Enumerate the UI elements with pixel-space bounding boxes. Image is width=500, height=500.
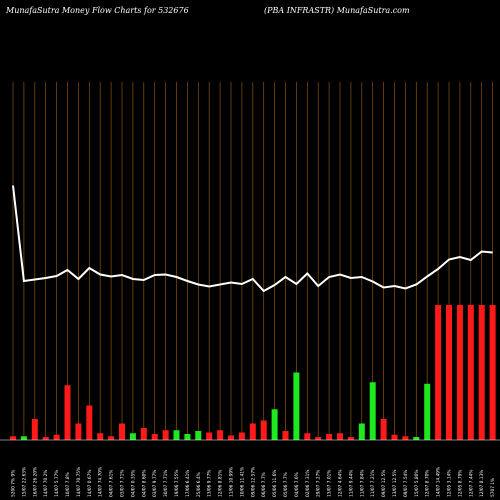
x-tick-label: 15/07 5.80%: [414, 470, 420, 497]
money-flow-bar: [31, 419, 38, 440]
money-flow-bar: [467, 305, 474, 440]
money-flow-bar: [86, 405, 93, 440]
x-tick-label: 5200 7% 9%: [11, 470, 17, 497]
x-tick-label: 11/07 7.84%: [359, 470, 365, 497]
money-flow-bar: [195, 431, 202, 440]
x-tick-label: 14/07 5.77%: [54, 470, 60, 497]
money-flow-bars: [10, 305, 496, 440]
x-tick-label: 17/06 6.41%: [185, 470, 191, 497]
money-flow-bar: [119, 423, 125, 440]
x-tick-label: 04/07 7.61%: [109, 470, 115, 497]
money-flow-bar: [228, 435, 234, 440]
money-flow-bar: [282, 431, 289, 440]
money-flow-bar: [358, 423, 365, 440]
x-tick-label: 09/07 12.5%: [381, 470, 387, 497]
money-flow-bar: [315, 437, 322, 440]
x-tick-label: 14/07 70.2%: [43, 470, 49, 497]
x-tick-label: 16/07 26.20%: [32, 467, 38, 497]
money-flow-bar: [206, 432, 213, 440]
money-flow-bar: [129, 433, 136, 440]
money-flow-bar: [184, 434, 191, 440]
price-line: [12, 185, 493, 293]
money-flow-bar: [271, 409, 278, 440]
x-tick-label: 05/06 7.7%: [283, 472, 289, 497]
money-flow-bar: [173, 430, 180, 440]
x-tick-label: 04/07 8.60%: [141, 470, 147, 497]
x-tick-label: 5707 1%: [490, 478, 496, 497]
money-flow-bar: [217, 430, 224, 440]
money-flow-bar: [20, 436, 27, 440]
money-flow-bar: [478, 305, 485, 440]
x-tick-label: 12/06 8.81%: [218, 470, 224, 497]
x-tick-label: 02/06 7.31%: [305, 470, 311, 497]
x-tick-label: 14/07 74.70%: [98, 467, 104, 497]
money-flow-bar: [108, 436, 115, 440]
money-flow-bar: [435, 305, 442, 440]
x-tick-label: 12/05 3.14%: [447, 470, 453, 497]
x-tick-label: 25/06 6.4%: [196, 472, 202, 497]
x-tick-label: 11/06 10.99%: [229, 467, 235, 497]
x-tick-label: 10/06 11.41%: [239, 467, 245, 497]
x-tick-label: 03/07 7.71%: [120, 470, 126, 497]
money-flow-bar: [326, 434, 333, 440]
money-flow-bar: [64, 385, 71, 440]
x-axis-tick-labels: 5200 7% 9% 15/07 22.63% 16/07 26.20% 14/07 …: [11, 467, 497, 497]
money-flow-bar: [151, 434, 158, 440]
money-flow-bar: [260, 420, 267, 440]
x-tick-label: 12/07 8.70%: [425, 470, 431, 497]
money-flow-bar: [53, 434, 60, 440]
money-flow-bar: [413, 437, 420, 440]
x-tick-label: 11/07 7.21%: [370, 470, 376, 497]
money-flow-bar: [140, 428, 147, 440]
x-tick-label: 12/05 8.79%: [457, 470, 463, 497]
x-tick-label: 14/07 14.49%: [436, 467, 442, 497]
money-flow-bar: [238, 432, 245, 440]
x-tick-label: 04/07 0.35%: [130, 470, 136, 497]
x-tick-label: 06/06 7.7%: [261, 472, 267, 497]
x-tick-label: 14/07 0.67%: [87, 470, 93, 497]
money-flow-bar: [97, 433, 104, 440]
x-tick-label: 04/06 7.6%: [294, 472, 300, 497]
money-flow-bar: [456, 305, 463, 440]
chart-subtitle: (PBA INFRASTR) MunafaSutra.com: [264, 6, 410, 15]
x-tick-label: 03/07 9.77%: [152, 470, 158, 497]
money-flow-bar: [391, 434, 398, 440]
x-tick-label: 12/07 7.44%: [468, 470, 474, 497]
money-flow-bar: [380, 419, 387, 440]
money-flow-bar: [446, 305, 452, 440]
money-flow-bar: [10, 436, 16, 440]
x-tick-label: 30/07 7.71%: [163, 470, 169, 497]
money-flow-bar: [304, 433, 311, 440]
money-flow-bar: [347, 437, 354, 440]
money-flow-bar: [249, 423, 256, 440]
money-flow-bar: [337, 433, 343, 440]
x-tick-label: 12/07 8.13%: [479, 470, 485, 497]
x-tick-label: 09/06 12.57%: [250, 467, 256, 497]
money-flow-bar: [42, 437, 49, 440]
x-tick-label: 19/06 7.55%: [174, 470, 180, 497]
money-flow-bar: [369, 382, 376, 440]
x-tick-label: 29/07 7.27%: [316, 470, 322, 497]
chart-title: MunafaSutra Money Flow Charts for 532676: [6, 6, 189, 15]
x-tick-label: 13/06 9.77%: [207, 470, 213, 497]
x-tick-label: 13/07 7.01%: [327, 470, 333, 497]
x-tick-label: 09/07 7.54%: [403, 470, 409, 497]
money-flow-bar: [402, 436, 409, 440]
money-flow-bar: [293, 372, 300, 440]
money-flow-bar: [424, 383, 431, 440]
money-flow-bar: [489, 305, 496, 440]
money-flow-bar: [162, 430, 169, 440]
x-tick-label: 12/07 4.64%: [338, 470, 344, 497]
x-tick-label: 10/07 7.8%: [65, 472, 71, 497]
x-tick-label: 15/07 22.63%: [21, 467, 27, 497]
x-tick-label: 05/06 11.6%: [272, 470, 278, 497]
money-flow-bar: [75, 423, 82, 440]
x-tick-label: 11/07 9.44%: [348, 470, 354, 497]
x-tick-label: 14/07 70.75%: [76, 467, 82, 497]
x-tick-label: 13/07 12.5%: [392, 470, 398, 497]
